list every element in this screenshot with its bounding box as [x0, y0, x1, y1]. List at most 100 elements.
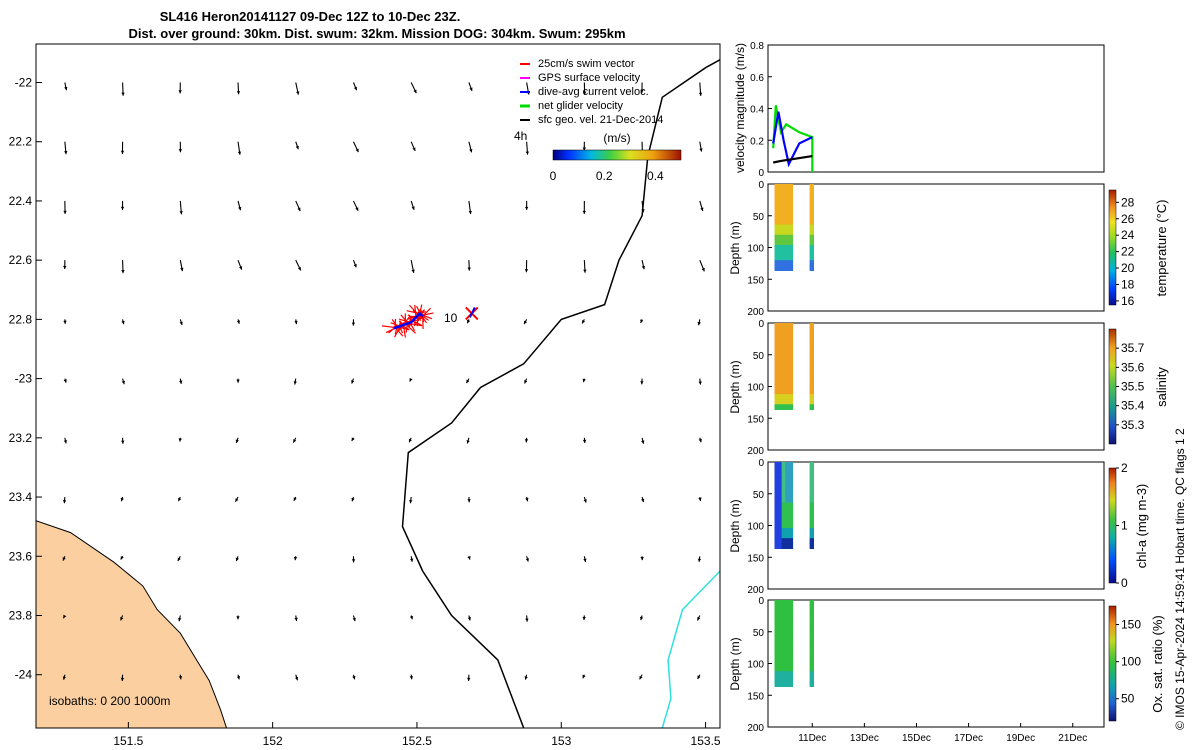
- depth-tick-label: 50: [753, 351, 765, 362]
- vector-head: [525, 558, 529, 562]
- profile-cell: [774, 472, 779, 478]
- temperature-colorbar-label: temperature (°C): [1154, 200, 1169, 297]
- day-label: 10: [444, 311, 458, 325]
- profile-cell: [774, 189, 779, 195]
- profile-cell: [774, 676, 779, 682]
- profile-cell: [785, 502, 790, 509]
- profile-cell: [809, 184, 814, 190]
- velocity-panel: 0 0.2 0.4 0.6 0.8 velocity magnitude (m/s): [733, 41, 1105, 179]
- profile-cell: [809, 255, 814, 261]
- profile-cell: [788, 507, 794, 514]
- vector-head: [524, 380, 528, 384]
- profile-cell: [774, 245, 779, 251]
- profile-cell: [774, 645, 779, 652]
- profile-cell: [785, 384, 790, 390]
- vector-head: [697, 321, 701, 326]
- colorbar-tick-label: 16: [1121, 294, 1135, 308]
- profile-cell: [781, 234, 786, 241]
- profile-cell: [774, 219, 779, 226]
- profile-cell: [781, 394, 786, 400]
- profile-cell: [781, 373, 786, 380]
- profile-cell: [785, 255, 790, 261]
- profile-cell: [774, 328, 779, 334]
- legend-item-3: dive-avg current veloc.: [538, 86, 649, 98]
- temperature-axes-box: [767, 183, 1105, 312]
- vector-head: [640, 556, 644, 561]
- profile-cell: [774, 482, 779, 488]
- profile-cell: [785, 661, 790, 667]
- vector-head: [236, 616, 240, 620]
- profile-cell: [774, 338, 779, 344]
- profile-cell: [778, 487, 783, 494]
- vector-head: [698, 92, 703, 96]
- profile-cell: [781, 333, 786, 339]
- vector-head: [467, 267, 471, 271]
- map-y-tick-label: -22: [15, 75, 33, 89]
- colorbar-tick-label: 35.6: [1121, 360, 1145, 374]
- swim-vector: [405, 323, 409, 333]
- vector-head: [640, 381, 644, 385]
- vector-head: [63, 440, 68, 444]
- velocity-y-tick-label: 0.8: [750, 41, 764, 52]
- map-colorbar-ticks: 0 0.2 0.4: [550, 169, 664, 183]
- oxygen-colorbar-label: Ox. sat. ratio (%): [1150, 615, 1165, 713]
- profile-cell: [774, 234, 779, 241]
- profile-cell: [788, 255, 794, 261]
- profile-cell: [809, 189, 814, 195]
- vector-head: [524, 320, 528, 325]
- profile-cell: [778, 462, 783, 468]
- depth-tick-label: 0: [758, 596, 764, 607]
- profile-cell: [788, 482, 794, 488]
- chl-colorbar-label: chl-a (mg m-3): [1134, 484, 1149, 569]
- profile-cell: [809, 538, 814, 544]
- depth-tick-label: 0: [758, 319, 764, 330]
- profile-cell: [809, 655, 814, 662]
- date-tick-label: 21Dec: [1058, 733, 1087, 744]
- salinity-depth-ticks: 0 50 100 150 200: [747, 319, 772, 457]
- profile-cell: [781, 610, 786, 616]
- chl-axes-box: [767, 461, 1105, 590]
- profile-cell: [785, 338, 790, 344]
- profile-cell: [778, 625, 783, 632]
- profile-cell: [778, 343, 783, 349]
- profile-cell: [778, 204, 783, 210]
- profile-cell: [778, 199, 783, 205]
- map-ticks: 151.5 152 152.5 153 153.5 -22 22.2 22.4 22.6 22.8…: [9, 75, 721, 748]
- profile-cell: [809, 671, 814, 677]
- profile-cell: [809, 209, 814, 216]
- profile-cell: [788, 404, 794, 410]
- profile-cell: [778, 378, 783, 385]
- map-y-tick-label: 23.4: [9, 490, 33, 504]
- vector-head: [524, 676, 528, 680]
- profile-cell: [785, 487, 790, 494]
- profile-cell: [788, 384, 794, 390]
- profile-cell: [778, 620, 783, 626]
- profile-cell: [788, 239, 794, 246]
- profile-cell: [774, 389, 779, 395]
- profile-cell: [774, 528, 779, 534]
- profile-cell: [809, 363, 814, 370]
- profile-cell: [785, 681, 790, 687]
- profile-cell: [788, 323, 794, 329]
- profile-cell: [781, 184, 786, 190]
- vector-head: [640, 319, 644, 323]
- profile-cell: [788, 620, 794, 626]
- profile-cell: [774, 610, 779, 616]
- vector-head: [293, 381, 297, 385]
- profile-cell: [785, 477, 790, 483]
- profile-cell: [781, 209, 786, 216]
- profile-cell: [809, 384, 814, 390]
- profile-cell: [809, 219, 814, 226]
- map-title-line1: SL416 Heron20141127 09-Dec 12Z to 10-Dec…: [160, 9, 461, 24]
- profile-cell: [788, 630, 794, 637]
- profile-cell: [774, 229, 779, 236]
- profile-cell: [809, 214, 814, 221]
- profile-cell: [785, 472, 790, 478]
- profile-cell: [778, 676, 783, 682]
- colorbar-tick-label: 26: [1121, 212, 1135, 226]
- profile-cell: [809, 512, 814, 519]
- profile-cell: [774, 507, 779, 514]
- map-x-tick-label: 151.5: [113, 734, 143, 748]
- depth-tick-label: 100: [747, 383, 764, 394]
